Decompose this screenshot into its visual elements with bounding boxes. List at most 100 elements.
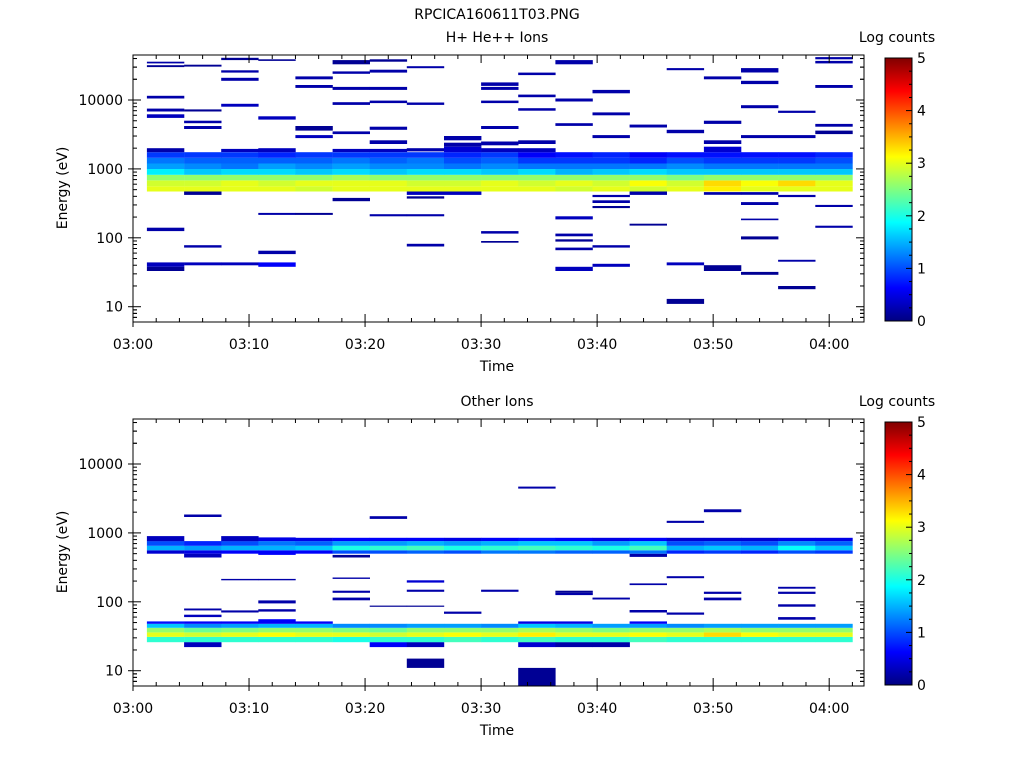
heatmap-cell xyxy=(629,610,667,613)
heatmap-cell xyxy=(592,112,630,116)
heatmap-cell xyxy=(518,636,556,643)
heatmap-cell xyxy=(258,619,296,624)
heatmap-cell xyxy=(741,632,779,637)
heatmap-cell xyxy=(592,545,630,551)
heatmap-cell xyxy=(555,642,593,648)
heatmap-cell xyxy=(146,61,185,64)
heatmap-cell xyxy=(815,632,853,637)
colorbar-tick-label: 0 xyxy=(917,314,926,330)
heatmap-cell xyxy=(815,627,853,633)
heatmap-cell xyxy=(815,152,853,158)
heatmap-cell xyxy=(778,168,816,175)
heatmap-cell xyxy=(369,632,408,637)
heatmap-cell xyxy=(221,627,259,633)
x-tick-label: 03:30 xyxy=(461,701,501,717)
heatmap-cell xyxy=(332,554,370,558)
heatmap-cell xyxy=(332,197,370,202)
heatmap-cell xyxy=(666,623,705,628)
heatmap-cell xyxy=(295,152,333,158)
heatmap-cell xyxy=(629,223,667,226)
heatmap-cell xyxy=(666,174,705,181)
heatmap-cell xyxy=(666,186,705,192)
heatmap-cell xyxy=(184,152,222,158)
heatmap-cell xyxy=(518,550,556,554)
heatmap-cell xyxy=(518,537,556,542)
heatmap-cell xyxy=(555,550,593,554)
heatmap-cell xyxy=(629,163,667,169)
heatmap-cell xyxy=(146,163,185,169)
heatmap-cell xyxy=(406,636,445,643)
heatmap-cell xyxy=(369,636,408,643)
heatmap-cell xyxy=(518,541,556,546)
heatmap-cell xyxy=(592,597,630,600)
heatmap-cell xyxy=(592,642,630,648)
heatmap-cell xyxy=(221,550,259,554)
heatmap-cell xyxy=(741,550,779,554)
heatmap-cell xyxy=(332,545,370,551)
heatmap-cell xyxy=(258,632,296,637)
heatmap-cell xyxy=(369,180,408,187)
heatmap-cell xyxy=(555,239,593,242)
heatmap-cell xyxy=(444,541,482,546)
heatmap-cell xyxy=(258,168,296,175)
heatmap-cell xyxy=(518,152,556,158)
colorbar-tick-label: 4 xyxy=(917,468,926,484)
heatmap-cell xyxy=(778,604,816,607)
heatmap-cell xyxy=(444,627,482,633)
heatmap-cell xyxy=(184,191,222,195)
heatmap-cell xyxy=(444,537,482,542)
heatmap-cell xyxy=(778,623,816,628)
heatmap-cell xyxy=(815,623,853,628)
heatmap-cell xyxy=(369,148,408,153)
heatmap-cell xyxy=(555,545,593,551)
heatmap-cell xyxy=(555,233,593,237)
heatmap-cell xyxy=(258,59,296,61)
heatmap-cell xyxy=(146,180,185,187)
heatmap-cell xyxy=(406,214,445,217)
heatmap-cell xyxy=(481,537,519,542)
heatmap-cell xyxy=(406,658,445,668)
heatmap-cell xyxy=(369,126,408,130)
heatmap-cell xyxy=(332,157,370,164)
heatmap-cell xyxy=(703,192,742,195)
heatmap-cell xyxy=(741,163,779,169)
heatmap-cell xyxy=(369,59,408,62)
heatmap-cell xyxy=(555,168,593,175)
heatmap-cell xyxy=(481,180,519,187)
colorbar-tick-label: 0 xyxy=(917,678,926,694)
heatmap-cell xyxy=(555,174,593,181)
heatmap-cell xyxy=(221,174,259,181)
heatmap-cell xyxy=(369,168,408,175)
heatmap-cell xyxy=(592,174,630,181)
heatmap-cell xyxy=(778,617,816,620)
heatmap-cell xyxy=(518,621,556,624)
heatmap-cell xyxy=(258,600,296,604)
heatmap-cell xyxy=(481,636,519,643)
heatmap-cell xyxy=(221,623,259,628)
heatmap-cell xyxy=(592,163,630,169)
heatmap-cell xyxy=(666,520,705,523)
heatmap-cell xyxy=(184,623,222,628)
heatmap-cell xyxy=(555,627,593,633)
heatmap-cell xyxy=(741,192,779,195)
top-heatmap-cells xyxy=(146,57,853,304)
heatmap-cell xyxy=(221,57,259,61)
heatmap-cell xyxy=(146,95,185,99)
heatmap-cell xyxy=(592,206,630,209)
heatmap-cell xyxy=(481,126,519,129)
heatmap-cell xyxy=(778,135,816,139)
heatmap-cell xyxy=(778,636,816,643)
heatmap-cell xyxy=(406,541,445,546)
heatmap-cell xyxy=(332,577,370,579)
heatmap-cell xyxy=(815,123,853,127)
heatmap-cell xyxy=(741,541,779,546)
heatmap-cell xyxy=(703,186,742,192)
heatmap-cell xyxy=(592,541,630,546)
top-xaxis-label: Time xyxy=(479,359,514,375)
heatmap-cell xyxy=(221,77,259,81)
heatmap-cell xyxy=(629,636,667,643)
heatmap-cell xyxy=(332,636,370,643)
bottom-colorbar-bar xyxy=(884,421,913,686)
heatmap-cell xyxy=(592,200,630,203)
heatmap-cell xyxy=(184,608,222,611)
